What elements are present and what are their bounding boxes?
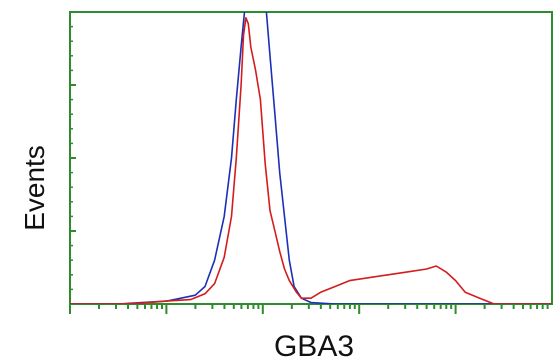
histogram-line-series-1 — [70, 12, 552, 304]
y-axis-title: Events — [19, 145, 50, 231]
axes-layer — [69, 11, 553, 314]
histogram-line-series-2 — [70, 16, 552, 304]
plot-frame — [69, 11, 553, 305]
series-layer — [70, 12, 552, 304]
x-axis-title: GBA3 — [274, 330, 354, 360]
